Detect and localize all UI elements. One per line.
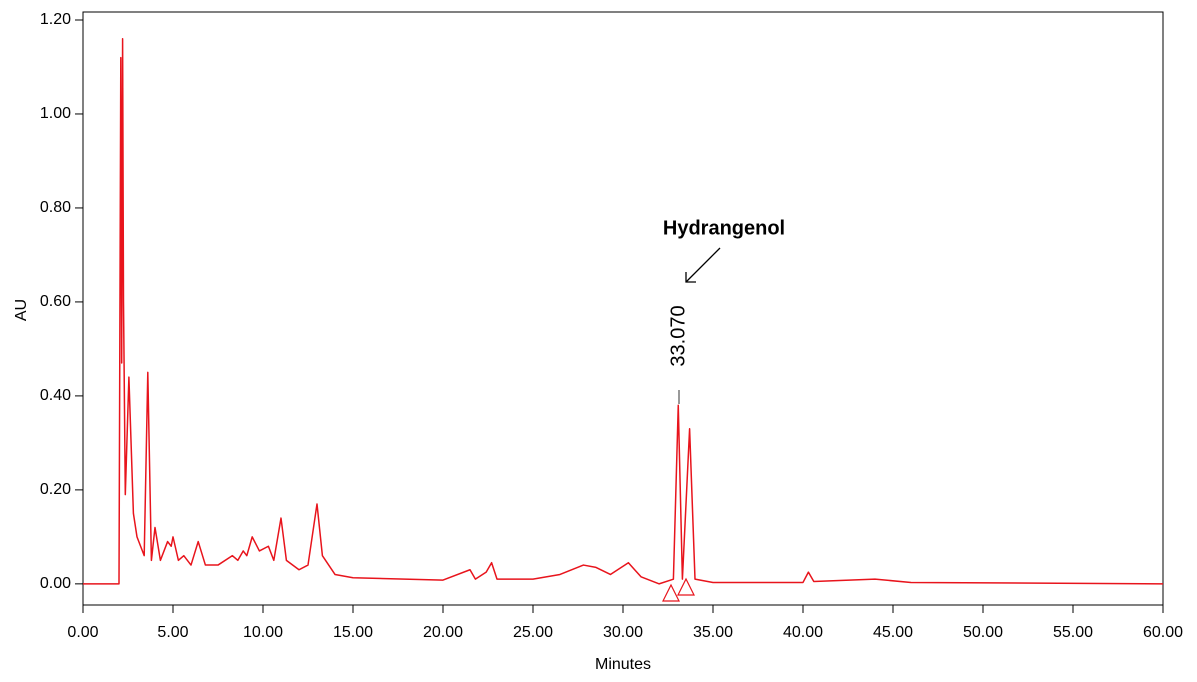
x-tick-label: 0.00 [67, 624, 98, 641]
integration-marker [662, 583, 680, 602]
y-tick-label: 0.80 [40, 199, 71, 216]
y-tick-label: 0.00 [40, 575, 71, 592]
x-tick-label: 60.00 [1143, 624, 1183, 641]
x-tick-label: 30.00 [603, 624, 643, 641]
peak-label: 33.070 [667, 305, 689, 366]
integration-marker [677, 577, 695, 596]
x-tick-label: 50.00 [963, 624, 1003, 641]
trace [83, 38, 1164, 585]
x-tick-label: 20.00 [423, 624, 463, 641]
x-tick-label: 40.00 [783, 624, 823, 641]
y-tick-label: 1.20 [40, 11, 71, 28]
annotation-arrow [685, 247, 721, 283]
y-tick-label: 0.20 [40, 481, 71, 498]
y-tick-label: 1.00 [40, 105, 71, 122]
x-tick-label: 55.00 [1053, 624, 1093, 641]
plot-frame [82, 11, 1164, 606]
x-tick-label: 10.00 [243, 624, 283, 641]
y-axis-label: AU [13, 299, 30, 321]
x-tick-label: 45.00 [873, 624, 913, 641]
compound-label: Hydrangenol [663, 217, 785, 239]
x-tick-label: 5.00 [157, 624, 188, 641]
x-tick-label: 35.00 [693, 624, 733, 641]
annotation-arrowhead [685, 272, 696, 283]
y-tick-label: 0.60 [40, 293, 71, 310]
x-tick-label: 15.00 [333, 624, 373, 641]
x-axis-label: Minutes [595, 656, 651, 673]
x-tick-label: 25.00 [513, 624, 553, 641]
y-tick-label: 0.40 [40, 387, 71, 404]
